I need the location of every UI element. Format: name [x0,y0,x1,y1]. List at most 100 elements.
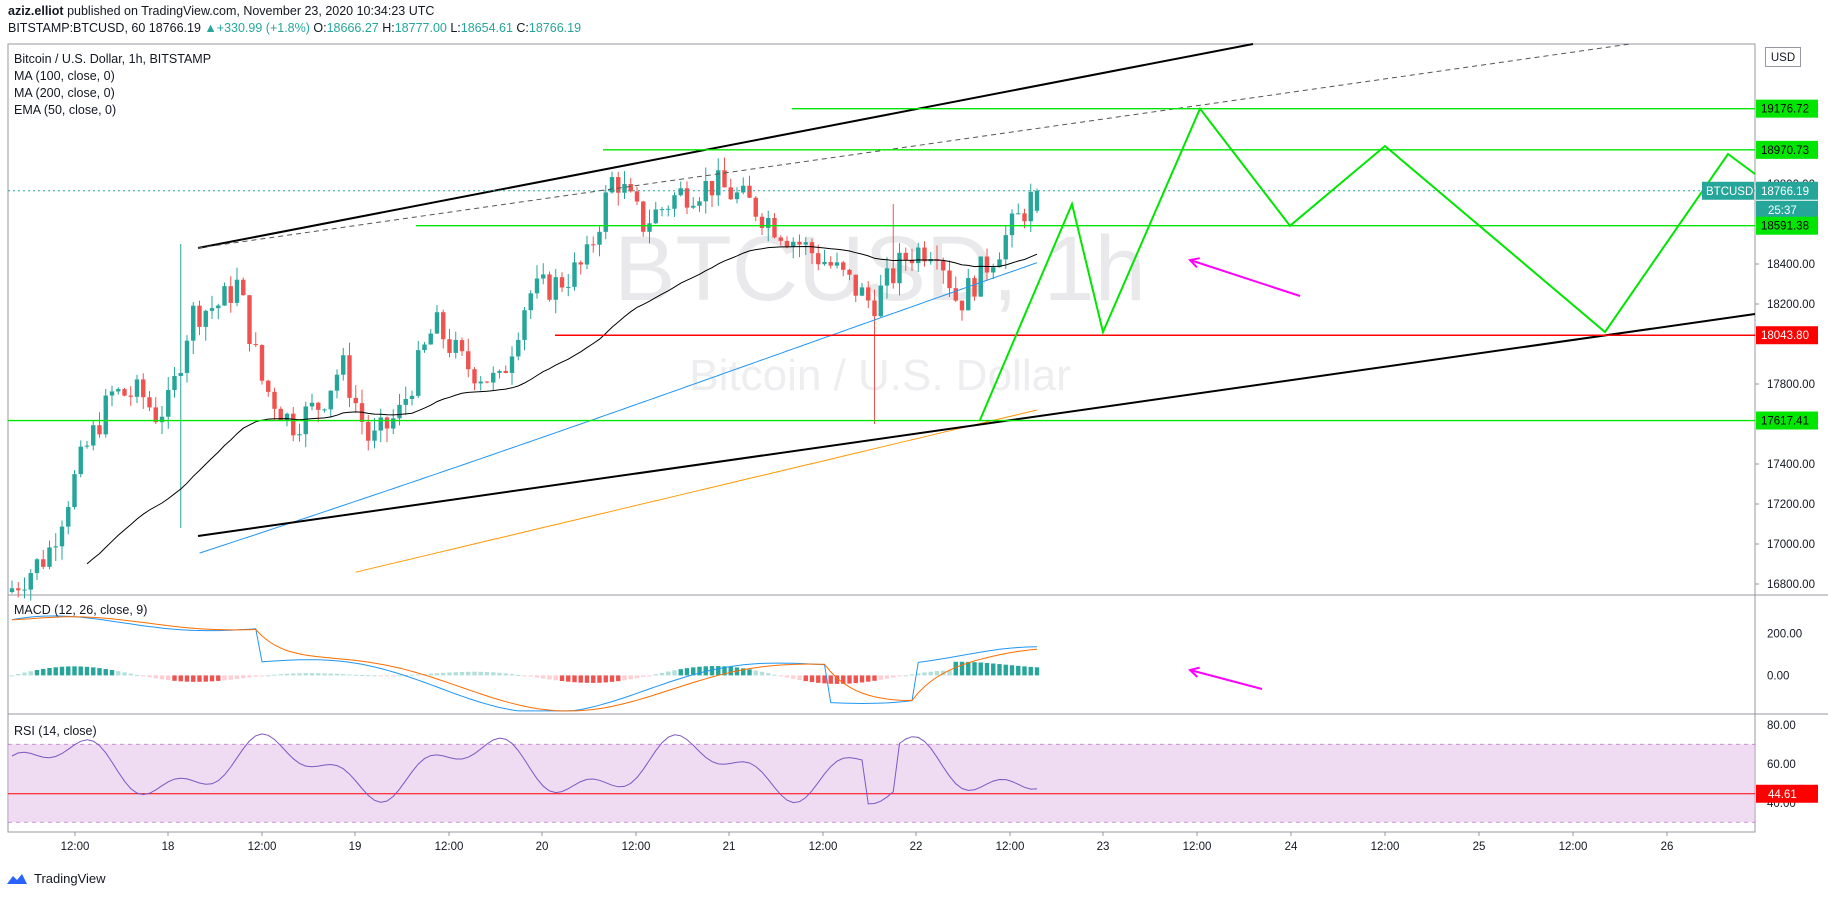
candle-body [559,277,565,288]
candle-body [734,192,740,200]
watermark-name: Bitcoin / U.S. Dollar [689,351,1070,400]
macd-histogram-bar [178,675,183,682]
macd-histogram-bar [153,675,158,679]
candle-body [384,417,390,429]
candle-body [984,256,990,273]
candle-body [853,274,858,296]
candle-body [491,372,496,383]
time-tick-label: 12:00 [61,841,90,853]
candle-body [391,418,396,429]
candle-body [647,223,652,232]
candle-body [47,547,52,567]
macd-histogram-bar [72,666,77,676]
macd-histogram-bar [166,675,171,681]
macd-histogram-bar [291,673,296,676]
macd-histogram-bar [984,662,990,676]
ma200-legend[interactable]: MA (200, close, 0) [14,86,115,100]
macd-histogram-bar [209,675,215,682]
macd-histogram-bar [472,671,477,676]
macd-histogram-bar [53,667,58,676]
candle-body [184,340,190,373]
candle-body [941,260,946,271]
macd-histogram-bar [978,662,983,676]
macd-histogram-bar [459,671,465,676]
price-tick-label: 17000.00 [1767,539,1815,551]
ma100-legend[interactable]: MA (100, close, 0) [14,69,115,83]
close-value: 18766.19 [528,21,582,35]
macd-histogram-bar [478,671,483,676]
open-value: 18666.27 [326,21,379,35]
candle-body [422,344,427,351]
ma200-line [355,409,1038,573]
ema50-legend[interactable]: EMA (50, close, 0) [14,103,117,117]
candle-body [159,416,165,423]
candle-body [666,208,671,210]
candle-body [584,244,590,265]
candle-body [866,287,871,301]
candle-body [59,526,65,547]
macd-histogram-bar [78,666,83,676]
candle-body [234,279,240,303]
macd-histogram-bar [1034,667,1040,676]
macd-histogram-bar [509,674,515,676]
macd-histogram-bar [797,675,802,681]
macd-histogram-bar [203,675,208,682]
candle-body [884,268,890,286]
macd-histogram-bar [284,673,290,676]
time-tick-label: 20 [536,841,549,853]
macd-histogram-bar [916,673,921,676]
macd-tick-label: 200.00 [1767,629,1802,641]
price-label-box [1756,140,1818,159]
candle-body [153,407,158,423]
price-label-text: 18970.73 [1761,145,1809,157]
publisher-name[interactable]: aziz.elliot [8,4,64,18]
macd-histogram-bar [122,672,127,676]
macd-histogram-bar [172,675,177,681]
candle-body [722,170,727,188]
candle-body [378,417,383,431]
macd-histogram-bar [47,667,52,676]
candle-body [291,413,296,436]
price-tick-label: 17800.00 [1767,379,1815,391]
rsi-legend[interactable]: RSI (14, close) [14,724,97,738]
macd-histogram-bar [416,674,421,676]
macd-histogram-bar [628,675,633,680]
candle-body [809,242,815,254]
macd-histogram-bar [541,675,546,679]
price-tick-label: 18400.00 [1767,259,1815,271]
macd-histogram-bar [584,675,590,683]
macd-histogram-bar [147,675,152,678]
candle-body [641,201,646,232]
candle-body [309,402,315,407]
candle-body [34,559,40,574]
candle-body [147,397,152,408]
time-tick-label: 25 [1473,841,1486,853]
macd-histogram-bar [528,675,533,677]
macd-histogram-bar [59,666,65,676]
currency-button[interactable]: USD [1765,47,1801,67]
macd-histogram-bar [728,666,733,676]
macd-histogram-bar [134,674,140,676]
macd-line [11,615,1038,712]
price-label-text: 25:37 [1768,205,1797,217]
macd-histogram-bar [909,674,915,676]
rsi-value-label: 44.61 [1768,789,1797,801]
footer-brand[interactable]: TradingView [6,871,106,886]
candle-body [897,252,902,284]
macd-histogram-bar [934,671,940,676]
macd-histogram-bar [84,666,90,676]
candle-body [103,395,108,435]
chart-title[interactable]: Bitcoin / U.S. Dollar, 1h, BITSTAMP [14,52,212,66]
candle-body [341,355,346,375]
candle-body [428,333,433,345]
price-label-box [1756,326,1818,345]
time-tick-label: 23 [1097,841,1110,853]
time-tick-label: 18 [162,841,175,853]
macd-legend[interactable]: MACD (12, 26, close, 9) [14,603,148,617]
high-label: H: [382,21,395,35]
macd-histogram-bar [972,662,977,676]
ema50-line [86,245,1038,565]
candle-body [416,350,421,396]
macd-histogram-bar [641,675,646,677]
